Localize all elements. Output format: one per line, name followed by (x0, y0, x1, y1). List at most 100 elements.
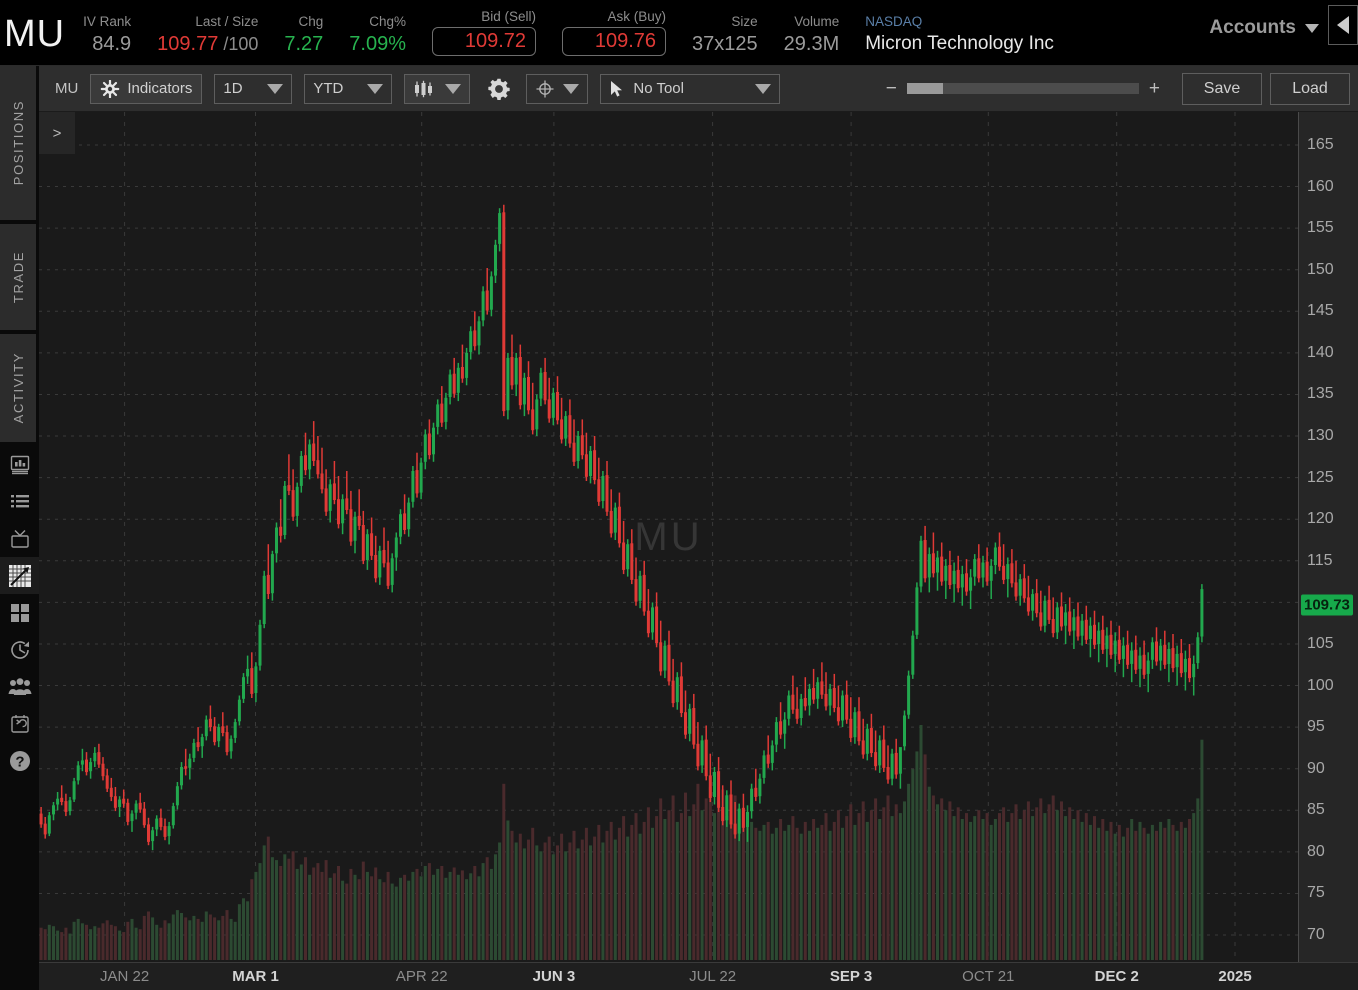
svg-text:?: ? (15, 753, 24, 770)
help-icon[interactable]: ? (0, 742, 39, 779)
interval-value: 1D (223, 80, 243, 97)
crosshair-icon (536, 80, 554, 97)
grid-squares-icon[interactable] (0, 594, 39, 631)
quote-value: 37x125 (692, 32, 758, 56)
sidebar-tab-positions[interactable]: POSITIONS (0, 66, 36, 220)
sidebar-tab-activity[interactable]: ACTIVITY (0, 334, 36, 442)
quote-value[interactable]: 109.76 (562, 27, 667, 56)
chart-settings-button[interactable] (482, 74, 516, 104)
quote-fields: IV Rank 84.9 Last / Size 109.77 /100 Chg 7.27… (83, 9, 865, 65)
quote-label: Volume (794, 14, 840, 29)
quote-field-last-size: Last / Size 109.77 /100 (157, 14, 258, 65)
chevron-down-icon (367, 83, 384, 94)
last-price-tag: 109.73 (1301, 594, 1353, 616)
indicators-button[interactable]: Indicators (90, 73, 203, 104)
price-tick: 75 (1307, 884, 1325, 902)
cursor-arrow-icon (611, 80, 623, 97)
indicators-icon (101, 79, 120, 98)
calendar-undo-icon[interactable] (0, 705, 39, 742)
load-button[interactable]: Load (1270, 72, 1350, 105)
accounts-menu[interactable]: Accounts (1209, 5, 1358, 65)
quote-field-iv-rank: IV Rank 84.9 (83, 14, 131, 65)
exchange-label: NASDAQ (865, 14, 923, 29)
crosshair-select[interactable] (526, 73, 589, 104)
chevron-down-icon (563, 83, 580, 94)
range-select[interactable]: YTD (304, 73, 393, 104)
price-tick: 100 (1307, 676, 1334, 694)
price-tick: 120 (1307, 510, 1334, 528)
chart-type-select[interactable] (404, 73, 471, 104)
price-tick: 150 (1307, 260, 1334, 278)
monitor-tv-icon[interactable] (0, 520, 39, 557)
price-tick: 130 (1307, 427, 1334, 445)
zoom-slider-thumb[interactable] (906, 83, 943, 94)
sidebar-tab-trade[interactable]: TRADE (0, 224, 36, 330)
quote-label: Chg (298, 14, 324, 29)
price-chart[interactable]: > MU (39, 112, 1298, 962)
quote-number: 109.72 (464, 30, 527, 52)
time-tick: MAR 1 (232, 968, 279, 985)
clock-history-icon[interactable] (0, 631, 39, 668)
toolbar-symbol[interactable]: MU (55, 80, 79, 97)
price-tick: 125 (1307, 468, 1334, 486)
quote-label: Bid (Sell) (481, 9, 537, 24)
chevron-down-icon (267, 83, 284, 94)
collapse-panel-button[interactable] (1328, 5, 1358, 45)
price-axis[interactable]: 1651601551501451401351301251201151101051… (1298, 112, 1358, 962)
quote-label: Last / Size (195, 14, 259, 29)
time-tick: JUN 3 (532, 968, 576, 985)
time-tick: APR 22 (395, 968, 448, 985)
people-icon[interactable] (0, 668, 39, 705)
quote-value[interactable]: 109.72 (432, 27, 537, 56)
sidebar-tab-positions-label: POSITIONS (10, 100, 26, 186)
ticker-symbol[interactable]: MU (4, 13, 66, 55)
price-tick: 145 (1307, 302, 1334, 320)
candlestick-icon (415, 80, 433, 97)
quote-number: 109.76 (594, 30, 657, 52)
price-tick: 135 (1307, 385, 1334, 403)
price-tick: 140 (1307, 343, 1334, 361)
quote-header: MU IV Rank 84.9 Last / Size 109.77 /100 Chg 7… (0, 0, 1358, 66)
quote-field-bid-sell: Bid (Sell) 109.72 (432, 9, 537, 65)
price-tick: 105 (1307, 634, 1334, 652)
chart-toolbar: MU Indicators 1D YTD (39, 66, 1358, 112)
chevron-down-icon (755, 83, 772, 94)
quote-label: Chg% (369, 14, 407, 29)
zoom-out-button[interactable]: − (885, 77, 897, 99)
zoom-slider-track[interactable] (906, 83, 1139, 94)
chevron-down-icon (1305, 23, 1319, 33)
quote-number: 7.27 (284, 33, 324, 55)
list-icon[interactable] (0, 483, 39, 520)
quote-field-chg: Chg% 7.09% (349, 14, 406, 65)
company-name: Micron Technology Inc (865, 33, 1054, 54)
quote-field-volume: Volume 29.3M (784, 14, 840, 65)
chart-gridlines (39, 112, 1298, 962)
range-value: YTD (313, 80, 344, 97)
quote-value: 29.3M (784, 32, 840, 56)
quote-number: 37x125 (692, 33, 758, 55)
time-tick: SEP 3 (829, 968, 873, 985)
symbol-name-block: NASDAQ Micron Technology Inc (865, 14, 1054, 65)
quote-number: 29.3M (783, 33, 840, 55)
save-button[interactable]: Save (1182, 72, 1262, 105)
tool-select[interactable]: No Tool (600, 73, 781, 104)
time-tick: OCT 21 (962, 968, 1015, 985)
quote-label: IV Rank (83, 14, 132, 29)
chart-watermark: MU (634, 514, 703, 559)
zoom-slider-group[interactable]: − + (885, 77, 1160, 99)
quote-value: 84.9 (92, 32, 131, 56)
candlestick-series (39, 204, 1204, 961)
price-tick: 70 (1307, 926, 1325, 944)
chart-expander-button[interactable]: > (39, 112, 75, 154)
time-axis[interactable]: JAN 22 MAR 1 APR 22 JUN 3 JUL 22 SEP 3 OCT 21 D… (39, 962, 1358, 990)
price-tick: 95 (1307, 718, 1325, 736)
interval-select[interactable]: 1D (214, 73, 293, 104)
quote-suffix: /100 (218, 34, 259, 54)
quote-field-ask-buy: Ask (Buy) 109.76 (562, 9, 667, 65)
price-tick: 115 (1307, 551, 1333, 569)
zoom-in-button[interactable]: + (1148, 77, 1160, 99)
book-chart-icon[interactable] (0, 446, 39, 483)
arrow-left-icon (1337, 16, 1349, 34)
chart-grid-icon[interactable] (0, 557, 39, 594)
